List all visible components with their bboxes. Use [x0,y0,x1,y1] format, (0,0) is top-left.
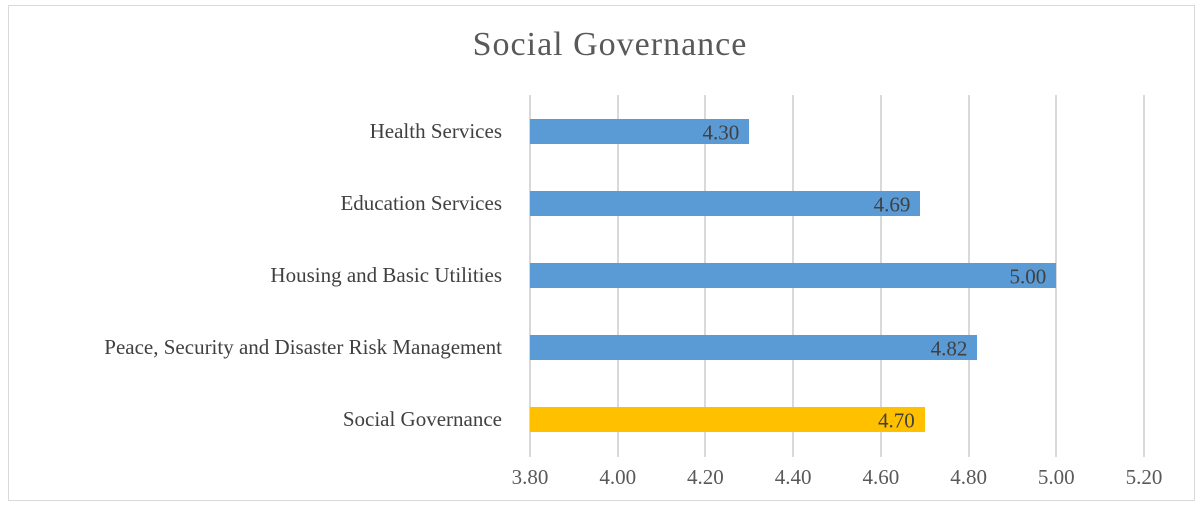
grid-line [1055,95,1058,457]
value-label: 4.69 [873,192,911,217]
grid-line [1143,95,1145,457]
bar [530,334,978,360]
value-label: 5.00 [1009,264,1047,289]
x-tick-label: 4.00 [599,465,637,489]
bar [530,190,921,216]
x-tick-label: 4.60 [862,465,900,489]
y-tick-label: Peace, Security and Disaster Risk Manage… [104,335,502,359]
chart-frame [8,5,1195,501]
y-tick-label: Education Services [340,191,502,215]
y-tick-label: Social Governance [342,407,502,431]
bar [530,406,925,432]
x-tick-label: 4.20 [687,465,724,489]
x-tick-label: 5.00 [1037,465,1075,489]
x-tick-label: 4.40 [774,465,812,489]
bar [530,262,1057,288]
value-label: 4.82 [930,336,968,361]
chart-title: Social Governance [472,26,748,63]
x-tick-label: 5.20 [1125,465,1163,489]
x-tick-label: 3.80 [511,465,549,489]
bar [530,118,750,144]
y-tick-label: Housing and Basic Utilities [270,263,502,287]
value-label: 4.70 [877,408,915,433]
y-tick-label: Health Services [369,119,502,143]
x-tick-label: 4.80 [950,465,987,489]
value-label: 4.30 [702,120,740,145]
